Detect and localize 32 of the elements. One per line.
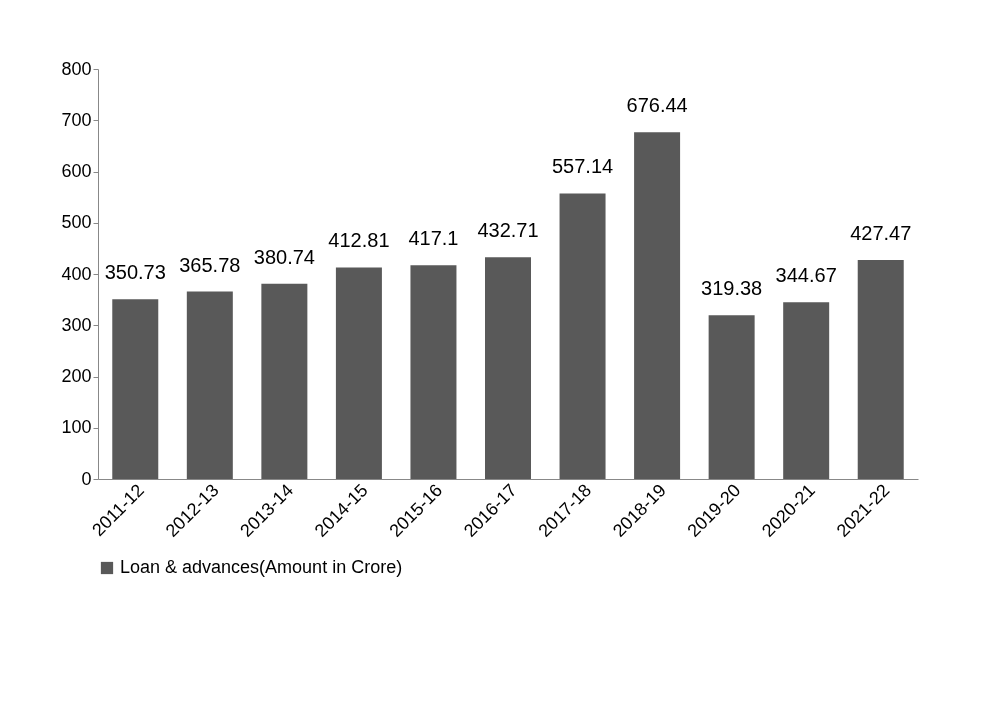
data-label: 417.1: [408, 227, 459, 250]
bar: [186, 291, 233, 479]
bar: [559, 193, 606, 479]
y-tick-label: 500: [61, 212, 92, 233]
data-label: 432.71: [477, 219, 539, 242]
data-label: 557.14: [551, 155, 614, 178]
y-tick-label: 400: [61, 263, 92, 284]
bar: [410, 265, 457, 479]
data-label: 676.44: [626, 94, 688, 117]
y-tick-label: 300: [61, 314, 92, 335]
y-tick-label: 100: [61, 417, 92, 438]
bar: [708, 315, 755, 479]
y-tick-label: 0: [81, 468, 92, 489]
legend-label: Loan & advances(Amount in Crore): [120, 557, 403, 577]
data-label: 365.78: [179, 253, 241, 276]
y-tick-label: 200: [61, 366, 92, 386]
y-tick-label: 800: [61, 58, 92, 79]
y-tick-label: 600: [61, 161, 92, 181]
data-label: 344.67: [775, 264, 837, 287]
data-label: 412.81: [328, 229, 390, 252]
data-label: 319.38: [701, 277, 763, 300]
bar: [783, 302, 830, 479]
data-label: 350.73: [104, 261, 166, 284]
bar: [261, 283, 308, 479]
bar: [112, 299, 159, 479]
bar: [857, 259, 904, 479]
bar: [634, 132, 681, 479]
bar: [485, 257, 531, 479]
y-tick-label: 700: [61, 109, 92, 130]
data-label: 380.74: [253, 245, 315, 268]
data-label: 427.47: [850, 221, 912, 244]
bar: [335, 267, 382, 479]
